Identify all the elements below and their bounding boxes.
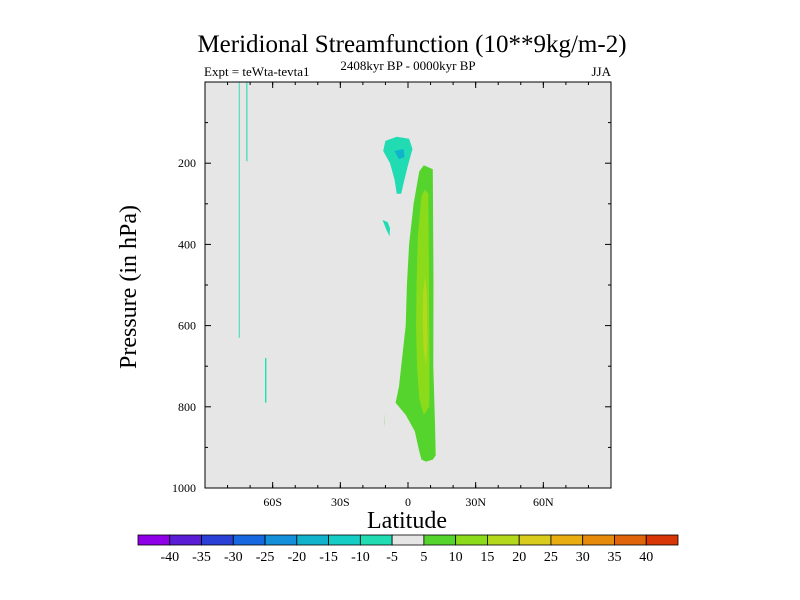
contour-region-1 <box>246 82 248 162</box>
colorbar-label: -5 <box>386 550 398 565</box>
y-axis-label: Pressure (in hPa) <box>116 205 142 369</box>
colorbar-label: -10 <box>351 550 370 565</box>
x-tick-label: 30N <box>465 495 486 509</box>
left-string: Expt = teWta-tevta1 <box>204 64 310 79</box>
colorbar-box <box>582 534 615 546</box>
colorbar-box <box>518 534 552 546</box>
colorbar-box <box>423 534 457 546</box>
colorbar-box <box>359 534 393 546</box>
colorbar-box <box>296 534 329 546</box>
colorbar-label: 10 <box>449 550 463 565</box>
colorbar-label: -25 <box>256 550 275 565</box>
colorbar-label: -20 <box>287 550 306 565</box>
contour-region-0 <box>238 82 240 338</box>
colorbar-box <box>550 534 584 546</box>
colorbar-box <box>391 534 425 546</box>
right-string: JJA <box>591 64 611 79</box>
colorbar-label: 20 <box>512 550 526 565</box>
contour-region-2 <box>265 358 267 403</box>
colorbar-label: 15 <box>480 550 494 565</box>
colorbar-box <box>264 534 298 546</box>
contour-region-8 <box>422 276 428 367</box>
chart-title: Meridional Streamfunction (10**9kg/m-2) <box>197 31 626 58</box>
x-tick-label: 60S <box>263 495 282 509</box>
colorbar-label: 5 <box>420 550 427 565</box>
colorbar-box <box>614 534 647 546</box>
colorbar-label: 35 <box>608 550 622 565</box>
colorbar-label: 30 <box>576 550 590 565</box>
contour-region-9 <box>384 410 386 428</box>
y-tick-label: 200 <box>178 156 196 170</box>
contour-fills <box>238 82 436 462</box>
colorbar-box <box>487 534 520 546</box>
x-axis-label: Latitude <box>367 508 447 534</box>
center-string: 2408kyr BP - 0000kyr BP <box>340 58 475 73</box>
colorbar-box <box>201 534 234 546</box>
contour-region-4 <box>382 220 390 237</box>
y-axis: 200 400 600 800 1000 <box>172 122 611 495</box>
colorbar-box <box>645 534 679 546</box>
colorbar-label: -30 <box>224 550 243 565</box>
contour-region-5 <box>394 149 405 160</box>
colorbar-label: -15 <box>319 550 338 565</box>
colorbar-label: 25 <box>544 550 558 565</box>
x-tick-label: 0 <box>405 495 411 509</box>
colorbar-box <box>232 534 266 546</box>
y-tick-label: 800 <box>178 400 196 414</box>
x-tick-label: 30S <box>331 495 350 509</box>
y-tick-label: 1000 <box>172 481 196 495</box>
colorbar-label: 40 <box>639 550 653 565</box>
x-axis: 60S 30S 0 30N 60N <box>227 82 589 509</box>
y-tick-label: 600 <box>178 319 196 333</box>
colorbar-box <box>137 534 171 546</box>
x-tick-label: 60N <box>533 495 554 509</box>
colorbar-box <box>169 534 202 546</box>
colorbar: -40 -35 -30 -25 -20 -15 -10 -5 5 10 15 20 25 30 35 40 <box>137 534 679 565</box>
colorbar-label: -40 <box>160 550 179 565</box>
colorbar-label: -35 <box>192 550 211 565</box>
contour-region-3 <box>383 136 413 194</box>
colorbar-box <box>328 534 361 546</box>
y-tick-label: 400 <box>178 237 196 251</box>
colorbar-box <box>455 534 488 546</box>
